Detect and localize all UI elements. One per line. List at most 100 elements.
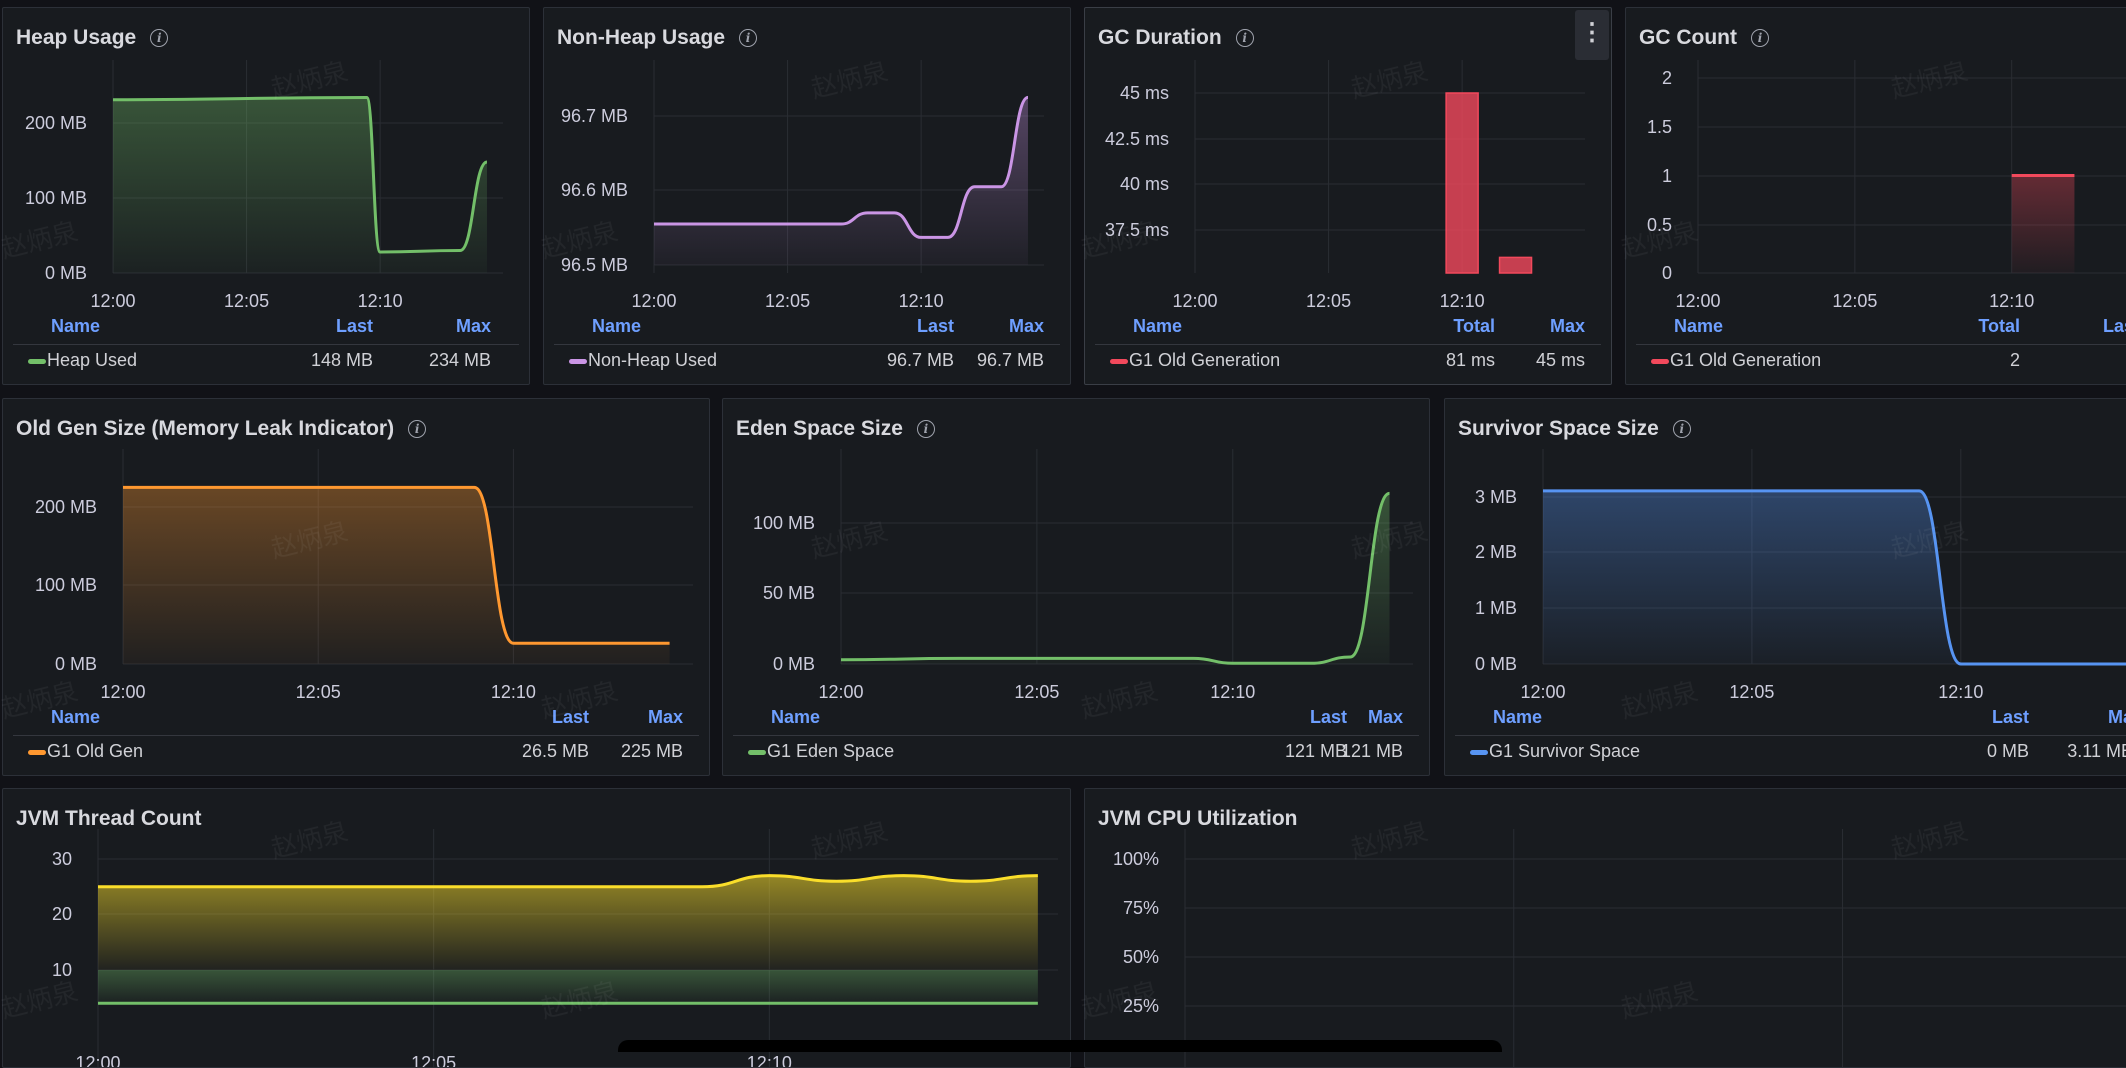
legend-column-max[interactable]: Max <box>1549 316 1585 336</box>
info-icon[interactable]: i <box>150 29 169 47</box>
legend-divider <box>1636 344 2126 345</box>
legend-column-name[interactable]: Name <box>1493 707 1543 727</box>
y-tick-label: 100 MB <box>753 513 815 533</box>
series-area <box>1543 490 2126 664</box>
x-tick-label: 12:05 <box>765 291 810 311</box>
x-tick-label: 12:10 <box>747 1053 792 1068</box>
legend-column-last[interactable]: Last <box>551 707 589 727</box>
bar[interactable] <box>1445 92 1479 274</box>
x-tick-label: 12:00 <box>1675 291 1720 311</box>
panel-title: Old Gen Size (Memory Leak Indicator) i <box>16 417 427 441</box>
legend-column-name[interactable]: Name <box>51 316 101 336</box>
kebab-menu-icon[interactable]: ⋮ <box>1575 10 1609 60</box>
legend-value: 26.5 MB <box>521 741 589 761</box>
x-tick-label: 12:05 <box>411 1053 456 1068</box>
x-tick-label: 12:10 <box>491 682 536 702</box>
legend-series-name: G1 Old Gen <box>47 741 144 761</box>
legend-column-max[interactable]: Max <box>647 707 683 727</box>
x-tick-label: 12:10 <box>358 291 403 311</box>
info-icon[interactable]: i <box>1672 420 1691 438</box>
panel-old-gen-size[interactable]: Old Gen Size (Memory Leak Indicator) i 20… <box>2 398 710 776</box>
series-line[interactable] <box>112 95 488 254</box>
series-line[interactable] <box>840 491 1391 665</box>
legend-series-name: Heap Used <box>47 350 138 370</box>
legend-column-name[interactable]: Name <box>1674 316 1724 336</box>
x-tick-label: 12:00 <box>1172 291 1217 311</box>
legend-column-max[interactable]: Max <box>455 316 491 336</box>
legend-column-last[interactable]: Last <box>335 316 373 336</box>
legend-column-last[interactable]: Last <box>1309 707 1347 727</box>
panel-survivor-space-size[interactable]: Survivor Space Size i 3 MB 2 MB 1 MB 0 MB 12:… <box>1444 398 2126 776</box>
chart-svg: 30 20 10 12:00 12:05 12:10 <box>52 829 1058 1068</box>
panel-gc-count[interactable]: GC Count i 2 1.5 1 0.5 0 12:00 12:05 12:10 Name To… <box>1625 7 2126 385</box>
y-tick-label: 1 MB <box>1475 598 1517 618</box>
panel-gc-duration[interactable]: GC Duration i ⋮ 45 ms 42.5 ms 40 ms 37.5 ms 1… <box>1084 7 1612 385</box>
x-tick-label: 12:05 <box>224 291 269 311</box>
legend-value: 225 MB <box>620 741 683 761</box>
legend-value: 81 ms <box>1445 350 1495 370</box>
panel-heap-usage[interactable]: Heap Usage i 200 MB 100 MB 0 MB 12:00 12:05 12… <box>2 7 530 385</box>
legend-column-total[interactable]: Total <box>1453 316 1495 336</box>
legend-column-last[interactable]: Last <box>1991 707 2029 727</box>
legend-divider <box>13 344 519 345</box>
x-tick-label: 12:00 <box>90 291 135 311</box>
series-color-swatch <box>28 750 46 755</box>
series-line[interactable] <box>98 874 1038 889</box>
x-tick-label: 12:10 <box>899 291 944 311</box>
legend-column-last[interactable]: Last <box>916 316 954 336</box>
y-tick-label: 50 MB <box>763 583 815 603</box>
info-icon[interactable]: i <box>408 420 427 438</box>
x-tick-label: 12:05 <box>1306 291 1351 311</box>
panel-title: Eden Space Size i <box>736 417 935 441</box>
y-tick-label: 96.6 MB <box>561 180 628 200</box>
panel-title: Non-Heap Usage i <box>557 26 758 50</box>
info-icon[interactable]: i <box>1235 29 1254 47</box>
panel-jvm-thread-count[interactable]: JVM Thread Count 30 20 10 12:00 12:05 12:10 <box>2 788 1071 1068</box>
series-color-swatch <box>1110 359 1128 364</box>
info-icon[interactable]: i <box>1750 29 1769 47</box>
legend-column-name[interactable]: Name <box>771 707 821 727</box>
y-tick-label: 100 MB <box>25 188 87 208</box>
series-line[interactable] <box>1543 489 2126 666</box>
y-tick-label: 96.7 MB <box>561 106 628 126</box>
series-color-swatch <box>569 359 587 364</box>
x-tick-label: 12:05 <box>1729 682 1774 702</box>
x-tick-label: 12:05 <box>1832 291 1877 311</box>
legend-column-las[interactable]: Las <box>2102 316 2126 336</box>
bar[interactable] <box>1498 256 1533 274</box>
y-tick-label: 2 MB <box>1475 542 1517 562</box>
y-tick-label: 75% <box>1123 898 1159 918</box>
info-icon[interactable]: i <box>739 29 758 47</box>
y-tick-label: 10 <box>52 960 72 980</box>
y-tick-label: 0 MB <box>55 654 97 674</box>
panel-jvm-cpu-utilization[interactable]: JVM CPU Utilization 100% 75% 50% 25% <box>1084 788 2126 1068</box>
legend-column-name[interactable]: Name <box>1133 316 1183 336</box>
series-area <box>98 875 1038 970</box>
y-tick-label: 200 MB <box>35 497 97 517</box>
scroll-indicator <box>618 1040 1502 1052</box>
legend-value: 0 MB <box>1986 741 2029 761</box>
legend-value: 96.7 MB <box>976 350 1044 370</box>
panel-eden-space-size[interactable]: Eden Space Size i 100 MB 50 MB 0 MB 12:00 12:… <box>722 398 1430 776</box>
legend-column-total[interactable]: Total <box>1978 316 2020 336</box>
series-line[interactable] <box>123 485 670 645</box>
legend-column-max[interactable]: Max <box>1008 316 1044 336</box>
panel-title: JVM Thread Count <box>16 807 202 830</box>
legend-divider <box>1455 735 2126 736</box>
y-tick-label: 0 MB <box>1475 654 1517 674</box>
legend-value: 2 <box>2009 350 2020 370</box>
legend-column-name[interactable]: Name <box>592 316 642 336</box>
series-color-swatch <box>1470 750 1488 755</box>
legend-value: 234 MB <box>428 350 491 370</box>
chart-svg: 100% 75% 50% 25% <box>1113 829 2126 1067</box>
panel-non-heap-usage[interactable]: Non-Heap Usage i 96.7 MB 96.6 MB 96.5 MB 12:… <box>543 7 1071 385</box>
y-tick-label: 0 MB <box>773 654 815 674</box>
legend-column-max[interactable]: Max <box>1367 707 1403 727</box>
panel-title: JVM CPU Utilization <box>1098 807 1298 830</box>
legend-column-ma[interactable]: Ma <box>2107 707 2126 727</box>
series-line[interactable] <box>653 95 1029 239</box>
legend-column-name[interactable]: Name <box>51 707 101 727</box>
info-icon[interactable]: i <box>916 420 935 438</box>
